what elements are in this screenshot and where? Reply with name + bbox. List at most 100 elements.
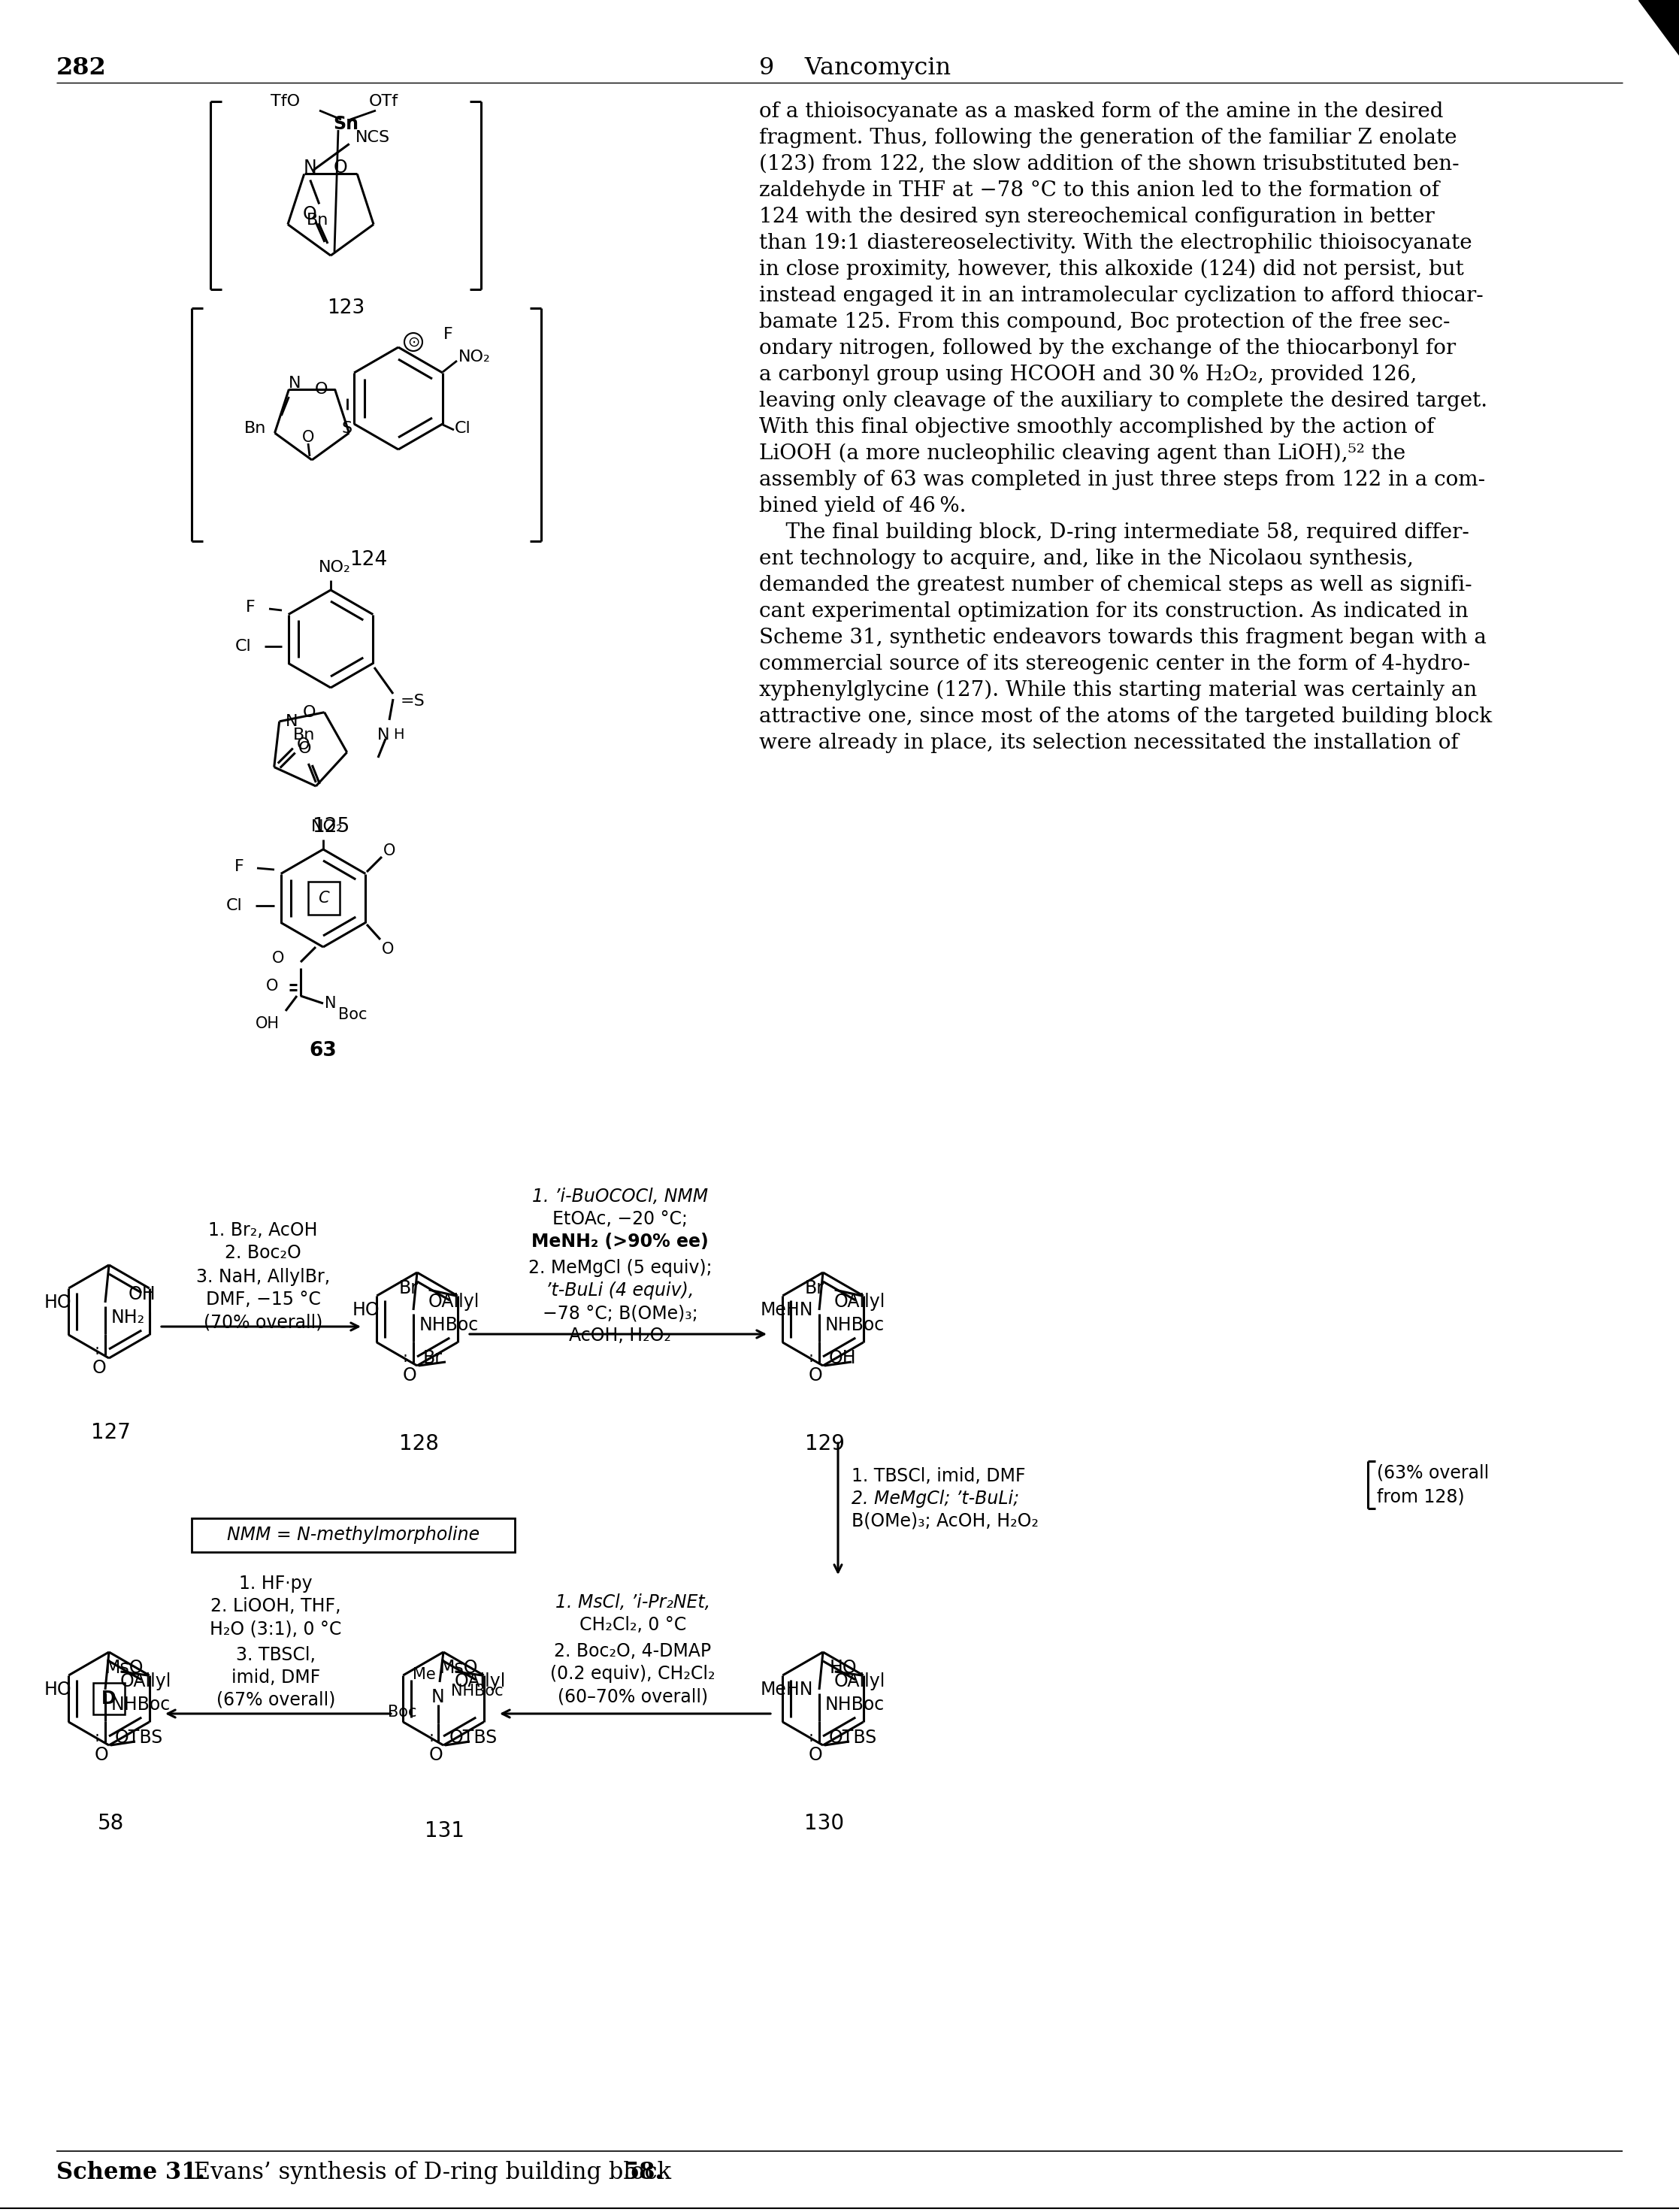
- Text: F: F: [245, 599, 255, 615]
- Text: NHBoc: NHBoc: [824, 1316, 885, 1334]
- Text: 124 with the desired syn stereochemical configuration in better: 124 with the desired syn stereochemical …: [759, 206, 1434, 228]
- Text: OAllyl: OAllyl: [834, 1672, 885, 1690]
- Polygon shape: [1639, 0, 1679, 55]
- Text: O: O: [299, 741, 311, 757]
- Text: Cl: Cl: [455, 420, 472, 436]
- Text: HO: HO: [44, 1294, 72, 1312]
- Text: OTBS: OTBS: [450, 1730, 497, 1747]
- Text: NO₂: NO₂: [311, 818, 343, 834]
- Text: N: N: [324, 995, 336, 1011]
- Text: ondary nitrogen, followed by the exchange of the thiocarbonyl for: ondary nitrogen, followed by the exchang…: [759, 338, 1456, 358]
- Text: N: N: [304, 159, 317, 177]
- Text: 127: 127: [91, 1422, 131, 1442]
- Text: demanded the greatest number of chemical steps as well as signifi-: demanded the greatest number of chemical…: [759, 575, 1472, 595]
- Text: 2. LiOOH, THF,: 2. LiOOH, THF,: [210, 1597, 341, 1615]
- Text: HO: HO: [353, 1301, 379, 1318]
- Text: (0.2 equiv), CH₂Cl₂: (0.2 equiv), CH₂Cl₂: [551, 1666, 715, 1683]
- Text: attractive one, since most of the atoms of the targeted building block: attractive one, since most of the atoms …: [759, 706, 1493, 728]
- Text: O: O: [428, 1745, 443, 1763]
- Text: 1. HF·py: 1. HF·py: [238, 1575, 312, 1593]
- Text: (123) from 122, the slow addition of the shown trisubstituted ben-: (123) from 122, the slow addition of the…: [759, 155, 1459, 175]
- Text: ’t-BuLi (4 equiv),: ’t-BuLi (4 equiv),: [546, 1281, 693, 1298]
- Text: of a thioisocyanate as a masked form of the amine in the desired: of a thioisocyanate as a masked form of …: [759, 102, 1444, 122]
- Text: O: O: [302, 429, 314, 445]
- Text: OH: OH: [255, 1015, 280, 1031]
- Text: N: N: [378, 728, 390, 743]
- Text: LiOOH (a more nucleophilic cleaving agent than LiOH),⁵² the: LiOOH (a more nucleophilic cleaving agen…: [759, 442, 1405, 465]
- Text: With this final objective smoothly accomplished by the action of: With this final objective smoothly accom…: [759, 418, 1434, 438]
- Text: O: O: [808, 1367, 823, 1385]
- Text: ⊙: ⊙: [408, 334, 420, 349]
- Text: (70% overall): (70% overall): [203, 1314, 322, 1332]
- Text: 282: 282: [57, 55, 106, 80]
- Bar: [94, 1683, 124, 1714]
- Text: Cl: Cl: [235, 639, 252, 655]
- Text: Bn: Bn: [307, 212, 329, 228]
- Text: OTBS: OTBS: [829, 1730, 876, 1747]
- Text: instead engaged it in an intramolecular cyclization to afford thiocar-: instead engaged it in an intramolecular …: [759, 285, 1484, 305]
- Text: 1. MsCl, ’i-Pr₂NEt,: 1. MsCl, ’i-Pr₂NEt,: [556, 1593, 710, 1613]
- Text: F: F: [235, 858, 243, 874]
- Text: 9    Vancomycin: 9 Vancomycin: [759, 55, 950, 80]
- Text: Boc: Boc: [337, 1006, 368, 1022]
- Text: Scheme 31.: Scheme 31.: [57, 2161, 205, 2183]
- Text: O: O: [383, 843, 396, 858]
- Text: Bn: Bn: [243, 420, 267, 436]
- Text: O: O: [92, 1358, 106, 1376]
- Text: N: N: [285, 714, 297, 730]
- Text: Bn: Bn: [292, 728, 316, 743]
- Text: OTf: OTf: [369, 93, 398, 108]
- Text: O: O: [403, 1367, 416, 1385]
- Text: Br: Br: [423, 1349, 443, 1367]
- Text: HO: HO: [829, 1659, 858, 1677]
- Text: MsO: MsO: [104, 1659, 143, 1677]
- Text: O: O: [808, 1745, 823, 1763]
- Text: 1. TBSCl, imid, DMF: 1. TBSCl, imid, DMF: [851, 1467, 1026, 1484]
- Text: 1. Br₂, AcOH: 1. Br₂, AcOH: [208, 1221, 317, 1239]
- Text: a carbonyl group using HCOOH and 30 % H₂O₂, provided 126,: a carbonyl group using HCOOH and 30 % H₂…: [759, 365, 1417, 385]
- Text: NH₂: NH₂: [111, 1310, 144, 1327]
- Text: (60–70% overall): (60–70% overall): [557, 1688, 709, 1705]
- Text: O: O: [302, 206, 317, 223]
- Text: 2. Boc₂O, 4-DMAP: 2. Boc₂O, 4-DMAP: [554, 1641, 712, 1661]
- Text: MeHN: MeHN: [761, 1681, 813, 1699]
- Text: imid, DMF: imid, DMF: [232, 1668, 321, 1686]
- Text: Me: Me: [413, 1668, 437, 1681]
- Text: NHBoc: NHBoc: [452, 1683, 504, 1699]
- Text: HO: HO: [44, 1681, 72, 1699]
- Text: O: O: [314, 383, 327, 396]
- Text: C: C: [316, 891, 332, 905]
- Text: O: O: [265, 978, 279, 993]
- Text: 125: 125: [312, 816, 349, 836]
- Text: 58.: 58.: [625, 2161, 663, 2183]
- Text: OTBS: OTBS: [114, 1730, 163, 1747]
- Text: OH: OH: [128, 1285, 156, 1303]
- Text: Boc: Boc: [388, 1705, 416, 1719]
- Text: in close proximity, however, this alkoxide (124) did not persist, but: in close proximity, however, this alkoxi…: [759, 259, 1464, 281]
- Text: 3. TBSCl,: 3. TBSCl,: [237, 1646, 316, 1663]
- Text: AcOH, H₂O₂: AcOH, H₂O₂: [569, 1327, 672, 1345]
- Text: =S: =S: [401, 695, 425, 708]
- Text: S: S: [343, 420, 353, 436]
- Text: O: O: [94, 1745, 109, 1763]
- Text: OAllyl: OAllyl: [119, 1672, 171, 1690]
- Text: 2. MeMgCl (5 equiv);: 2. MeMgCl (5 equiv);: [529, 1259, 712, 1276]
- Text: OAllyl: OAllyl: [455, 1672, 505, 1690]
- Text: H: H: [393, 728, 405, 741]
- Text: TfO: TfO: [270, 93, 301, 108]
- Text: leaving only cleavage of the auxiliary to complete the desired target.: leaving only cleavage of the auxiliary t…: [759, 392, 1488, 411]
- Text: D: D: [102, 1690, 116, 1708]
- Text: fragment. Thus, following the generation of the familiar Z enolate: fragment. Thus, following the generation…: [759, 128, 1457, 148]
- Text: The final building block, D-ring intermediate 58, required differ-: The final building block, D-ring interme…: [759, 522, 1469, 542]
- Text: Sn: Sn: [332, 115, 359, 133]
- Text: N: N: [432, 1688, 445, 1705]
- Text: NO₂: NO₂: [458, 349, 490, 365]
- Text: OH: OH: [829, 1349, 856, 1367]
- Text: 58: 58: [97, 1814, 124, 1834]
- Text: than 19:1 diastereoselectivity. With the electrophilic thioisocyanate: than 19:1 diastereoselectivity. With the…: [759, 232, 1472, 254]
- Text: 2. Boc₂O: 2. Boc₂O: [225, 1243, 301, 1263]
- Text: (63% overall: (63% overall: [1377, 1464, 1489, 1482]
- Text: 129: 129: [804, 1433, 845, 1453]
- Text: O: O: [302, 706, 316, 719]
- Text: O: O: [381, 942, 395, 958]
